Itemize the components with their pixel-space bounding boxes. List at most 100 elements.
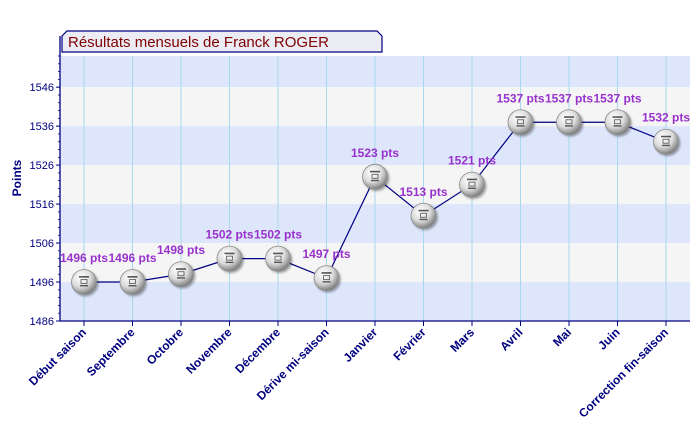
ball-marker: [362, 163, 388, 190]
ball-logo-mark: [127, 276, 138, 278]
data-point: [313, 265, 340, 292]
chart-title-box: Résultats mensuels de Franck ROGER: [61, 30, 383, 53]
data-point: [604, 109, 631, 136]
data-label: 1537 pts: [593, 91, 641, 105]
ball-logo-mark: [564, 116, 574, 118]
x-tick-label: Décembre: [232, 325, 283, 376]
ball-marker: [459, 171, 485, 198]
ball-marker: [119, 269, 146, 295]
ball-logo-mark: [420, 212, 427, 218]
x-tick-label: Janvier: [341, 325, 381, 365]
data-label: 1498 pts: [157, 243, 205, 257]
data-label: 1537 pts: [545, 91, 593, 105]
y-tick-label: 1526: [30, 160, 54, 172]
ball-logo-mark: [177, 277, 185, 279]
x-tick-label: Mars: [447, 325, 477, 355]
ball-logo-mark: [322, 281, 331, 283]
data-points: [71, 109, 679, 295]
ball-logo-mark: [565, 119, 573, 125]
ball-logo-mark: [662, 144, 670, 147]
ball-logo-mark: [273, 252, 283, 255]
data-point: [362, 163, 388, 190]
ball-logo-mark: [80, 285, 88, 287]
ball-logo-mark: [176, 268, 186, 270]
x-tick-label: Début saison: [26, 325, 89, 388]
ball-logo-mark: [79, 276, 89, 278]
x-tick-label: Novembre: [183, 325, 235, 377]
x-tick-label: Mai: [550, 325, 574, 349]
data-point: [119, 269, 146, 295]
data-label: 1496 pts: [60, 251, 108, 265]
y-tick-label: 1506: [30, 238, 54, 250]
ball-marker: [313, 265, 340, 292]
data-label: 1496 pts: [108, 251, 156, 265]
ball-logo-mark: [321, 272, 332, 274]
data-label: 1497 pts: [302, 247, 350, 261]
ball-marker: [507, 109, 534, 136]
ball-logo-mark: [128, 285, 137, 287]
data-label: 1521 pts: [448, 154, 496, 168]
ball-logo-mark: [468, 187, 476, 190]
ball-logo-mark: [370, 170, 380, 173]
ball-logo-mark: [274, 261, 282, 264]
ball-logo-mark: [371, 173, 379, 179]
ball-logo-mark: [613, 125, 622, 127]
ball-logo-mark: [419, 218, 428, 221]
data-label: 1502 pts: [205, 228, 253, 242]
ball-logo-mark: [418, 209, 429, 212]
ball-logo-mark: [371, 179, 379, 182]
ball-marker: [265, 245, 291, 272]
data-point: [168, 261, 194, 288]
x-tick-label: Octobre: [144, 325, 187, 368]
data-point: [507, 109, 534, 136]
chart-title: Résultats mensuels de Franck ROGER: [68, 34, 329, 51]
y-tick-label: 1536: [30, 121, 54, 133]
data-point: [556, 109, 582, 136]
ball-logo-mark: [516, 125, 525, 127]
ball-marker: [216, 245, 243, 272]
ball-logo-mark: [177, 271, 185, 277]
ball-marker: [71, 269, 97, 295]
data-point: [410, 202, 437, 229]
ball-logo-mark: [323, 275, 330, 281]
data-point: [265, 245, 291, 272]
ball-logo-mark: [612, 116, 623, 118]
ball-logo-mark: [468, 181, 476, 187]
x-tick-label: Février: [390, 325, 428, 363]
data-point: [216, 245, 243, 272]
ball-marker: [604, 109, 631, 136]
ball-logo-mark: [226, 255, 233, 261]
ball-logo-mark: [661, 135, 671, 138]
y-tick-label: 1546: [30, 82, 54, 94]
data-label: 1523 pts: [351, 146, 399, 160]
ball-marker: [410, 202, 437, 229]
data-label: 1513 pts: [399, 185, 447, 199]
data-point: [71, 269, 97, 295]
ball-logo-mark: [225, 261, 234, 264]
ball-logo-mark: [565, 125, 573, 127]
y-tick-label: 1486: [30, 316, 54, 328]
ball-logo-mark: [614, 119, 621, 125]
data-label: 1532 pts: [642, 111, 690, 125]
y-tick-label: 1496: [30, 277, 54, 289]
y-tick-labels: 1486 1496 1506 1516 1526 1536 1546: [30, 82, 54, 328]
data-label: 1502 pts: [254, 228, 302, 242]
ball-marker: [168, 261, 194, 288]
data-point: [653, 128, 679, 155]
data-label: 1537 pts: [496, 91, 544, 105]
ball-logo-mark: [515, 116, 526, 118]
y-tick-label: 1516: [30, 199, 54, 211]
axes: [56, 36, 690, 326]
x-tick-label: Correction fin-saison: [576, 325, 671, 420]
ball-logo-mark: [80, 279, 88, 284]
x-tick-label: Juin: [595, 325, 622, 352]
data-point: [459, 171, 485, 198]
ball-logo-mark: [662, 138, 670, 144]
ball-logo-mark: [467, 178, 477, 181]
ball-marker: [556, 109, 582, 136]
x-tick-label: Avril: [497, 325, 525, 353]
